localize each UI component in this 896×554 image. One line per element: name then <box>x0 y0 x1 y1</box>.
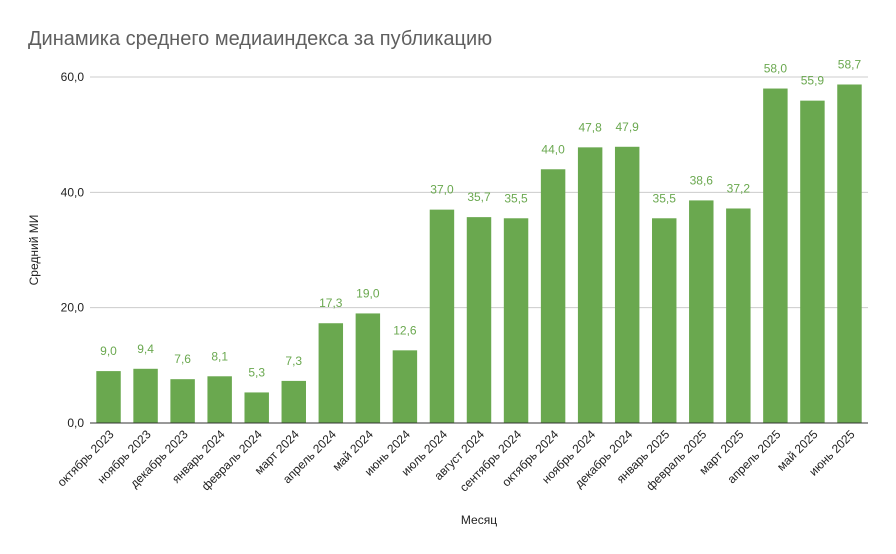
bar <box>652 218 677 423</box>
y-tick-label: 20,0 <box>61 301 85 315</box>
bar <box>837 84 862 423</box>
bar <box>726 208 751 423</box>
data-label: 44,0 <box>541 142 565 156</box>
data-label: 35,7 <box>467 190 491 204</box>
bar <box>96 371 121 423</box>
bar <box>281 380 306 423</box>
y-tick-label: 40,0 <box>61 185 85 199</box>
bar <box>577 147 603 423</box>
data-label: 5,3 <box>248 365 265 379</box>
data-label: 58,0 <box>764 62 788 76</box>
data-label: 7,3 <box>285 354 302 368</box>
bar <box>540 169 566 423</box>
data-label: 35,5 <box>653 191 677 205</box>
data-label: 9,0 <box>100 344 117 358</box>
bar <box>689 200 714 423</box>
data-label: 9,4 <box>137 342 154 356</box>
bar <box>429 209 455 423</box>
data-label: 58,7 <box>838 57 862 71</box>
data-labels: 9,0 9,4 7,6 8,1 5,3 7,3 17,3 19,0 12,6 37,0 35,7 35… <box>100 57 861 379</box>
bar <box>207 376 232 423</box>
bar <box>800 100 825 423</box>
data-label: 12,6 <box>393 323 417 337</box>
bar <box>355 313 381 423</box>
y-axis-ticks: 0,0 20,0 40,0 60,0 <box>61 70 85 430</box>
bars <box>96 84 862 424</box>
data-label: 37,0 <box>430 183 454 197</box>
bar <box>133 368 158 423</box>
data-label: 37,2 <box>727 181 751 195</box>
bar <box>763 88 788 424</box>
data-label: 7,6 <box>174 352 191 366</box>
chart-title: Динамика среднего медиаиндекса за публик… <box>28 28 493 50</box>
bar <box>466 217 492 423</box>
bar <box>503 218 529 423</box>
data-label: 19,0 <box>356 286 380 300</box>
data-label: 47,9 <box>616 120 640 134</box>
bar <box>392 350 418 423</box>
data-label: 8,1 <box>211 349 228 363</box>
data-label: 47,8 <box>578 120 602 134</box>
x-axis-title: Месяц <box>461 513 497 527</box>
data-label: 38,6 <box>690 173 714 187</box>
y-axis-title: Средний МИ <box>27 215 41 286</box>
bar <box>170 379 195 423</box>
data-label: 35,5 <box>504 191 528 205</box>
data-label: 17,3 <box>319 296 343 310</box>
y-tick-label: 60,0 <box>61 70 85 84</box>
data-label: 55,9 <box>801 74 825 88</box>
y-tick-label: 0,0 <box>67 416 84 430</box>
bar <box>244 392 269 423</box>
bar <box>318 323 344 423</box>
bar <box>614 146 640 423</box>
